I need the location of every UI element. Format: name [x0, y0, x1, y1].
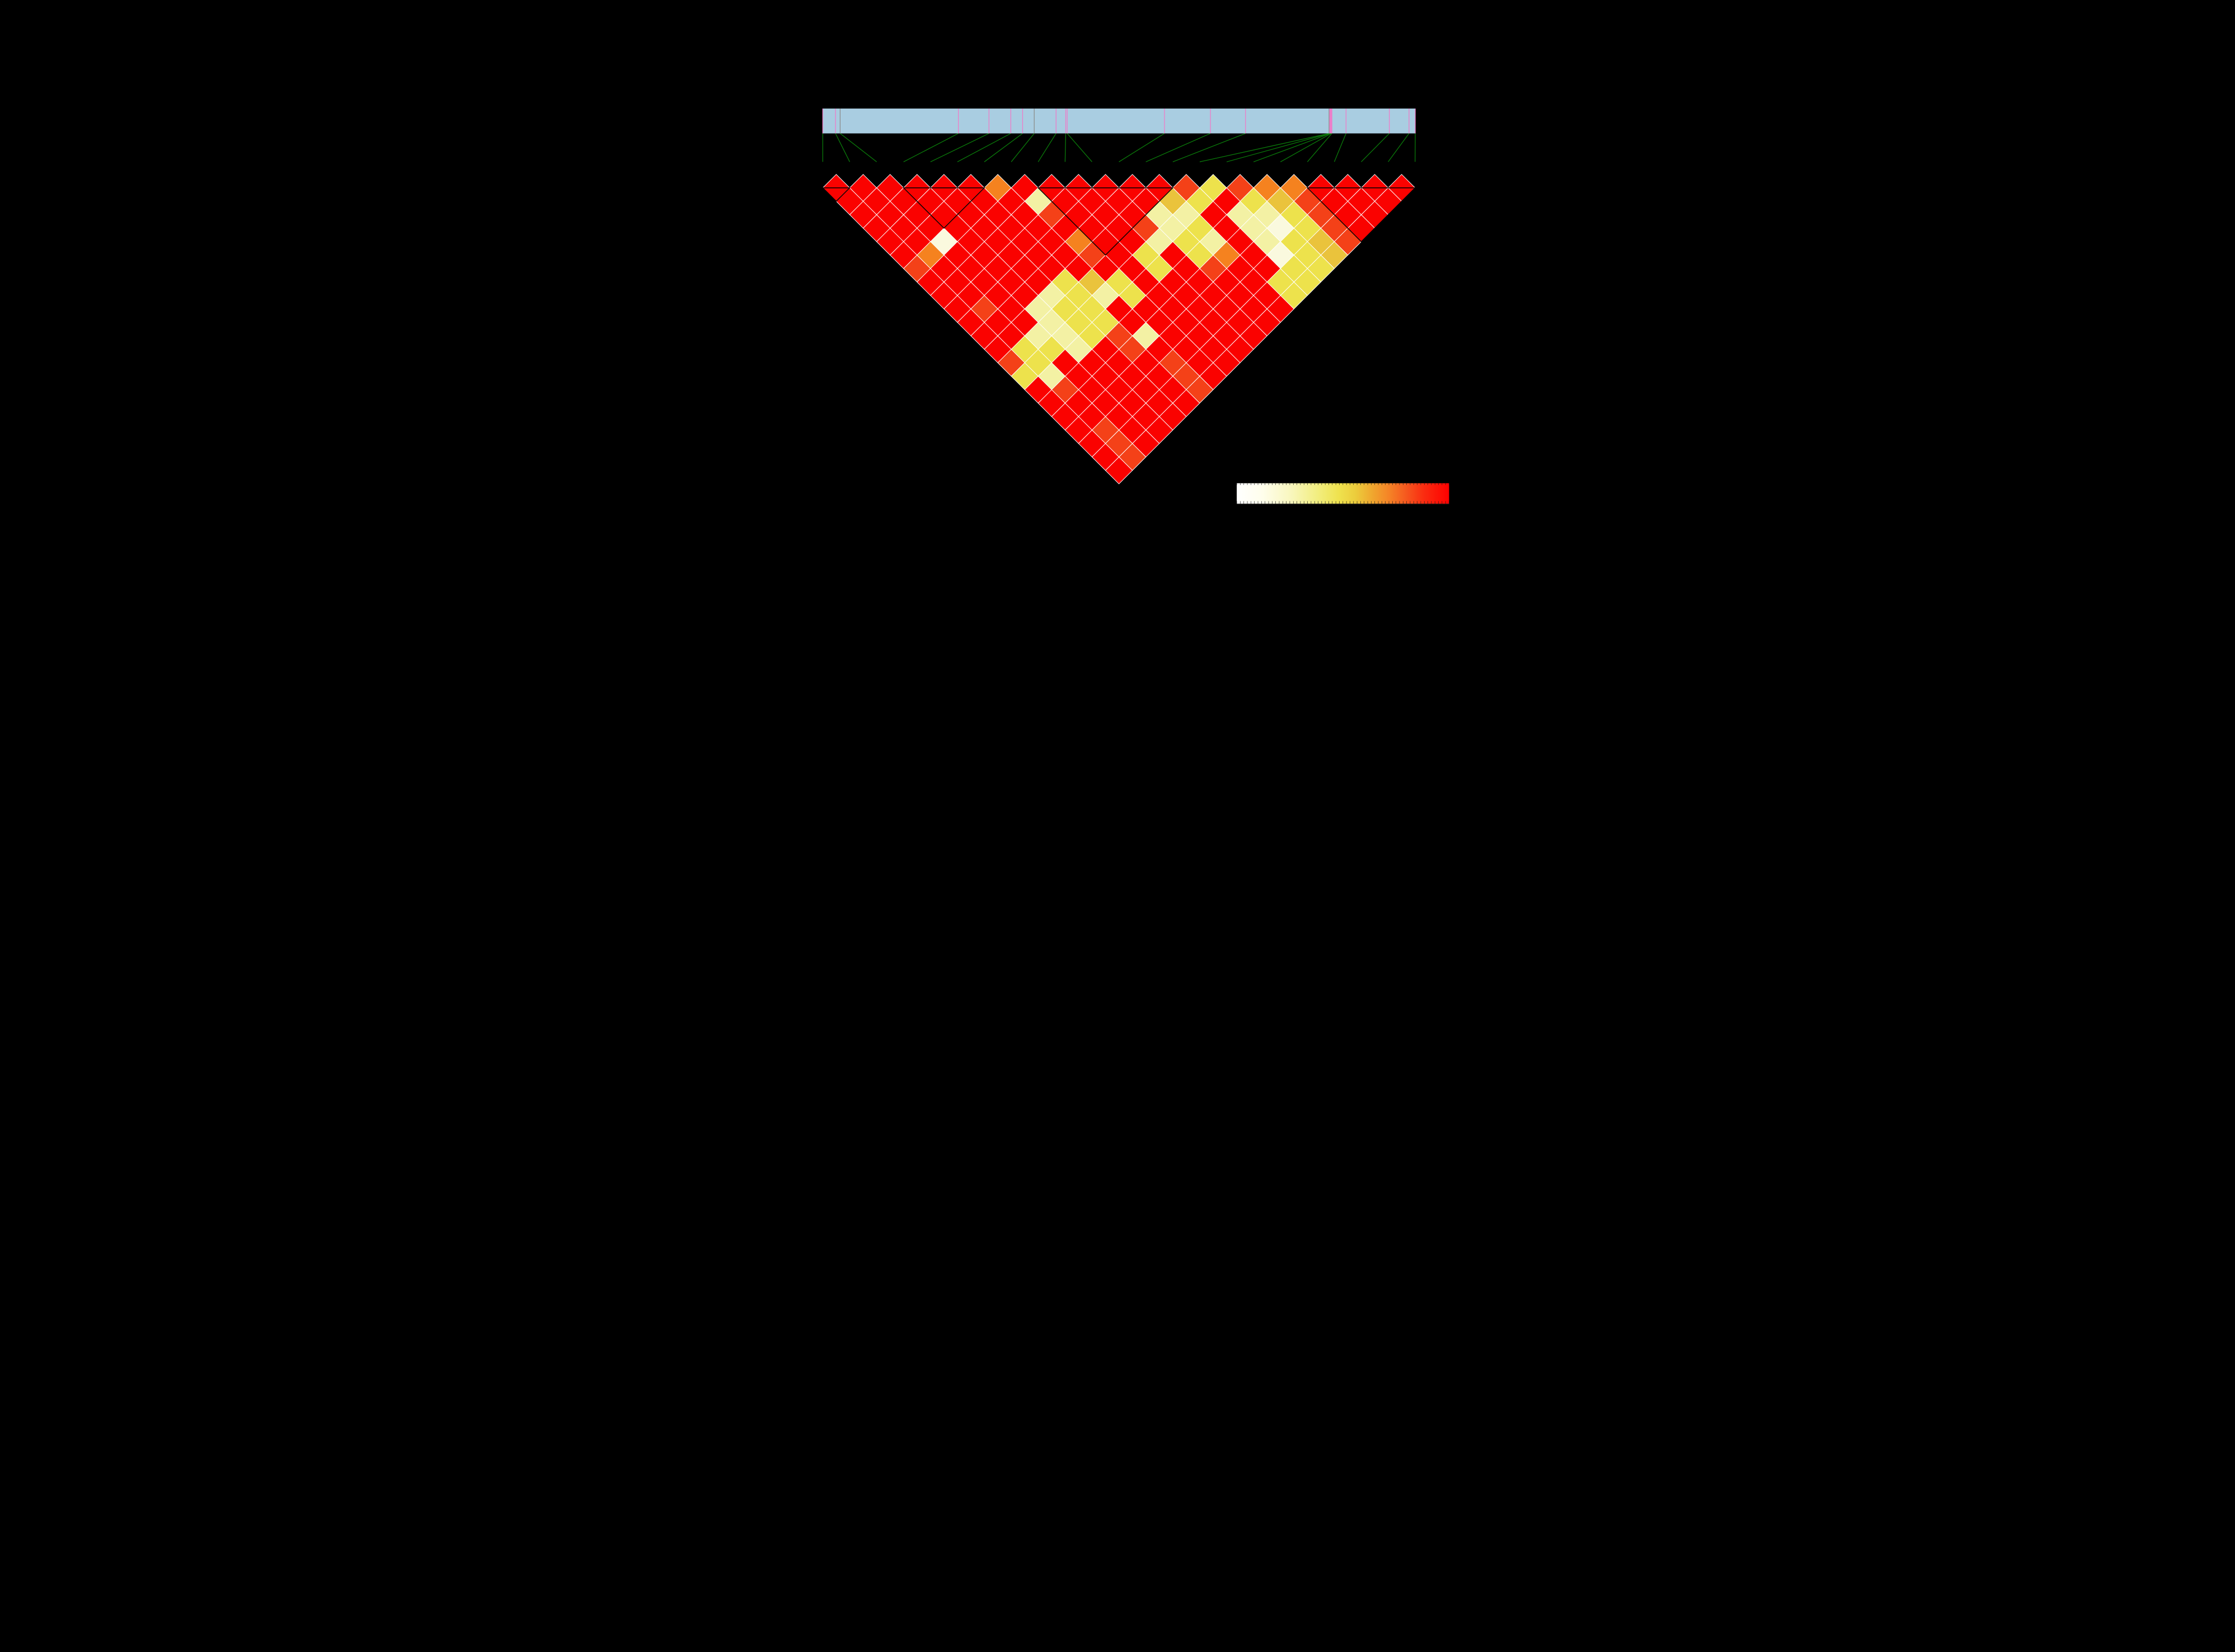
snp-connector-line [1307, 133, 1332, 162]
haplotype-block-outline [1306, 187, 1416, 242]
ld-heatmap-canvas [760, 0, 1475, 528]
haplotype-block-outline [902, 187, 985, 229]
snp-connector-line [839, 133, 877, 162]
snp-connector-line [984, 133, 1023, 162]
snp-connector-line [1118, 133, 1165, 162]
color-key [1236, 483, 1449, 505]
ld-cell [1105, 456, 1133, 484]
snp-connector-line [834, 133, 850, 162]
ld-heatmap-figure [760, 0, 1475, 528]
ld-matrix-cells [822, 174, 1415, 484]
genomic-region-bar [822, 109, 1416, 134]
snp-connector-line [1280, 133, 1331, 162]
genomic-bar-rect [822, 109, 1415, 134]
haplotype-block-outline [821, 187, 851, 202]
snp-connector-line [957, 133, 1011, 162]
snp-connector-line [1226, 133, 1330, 162]
snp-connector-lines [822, 133, 1416, 162]
snp-connector-line [1172, 133, 1246, 162]
snp-connector-line [1145, 133, 1210, 162]
snp-connector-line [1334, 133, 1346, 162]
snp-connector-line [930, 133, 989, 162]
snp-connector-line [1067, 133, 1092, 162]
color-key-bar [1236, 483, 1449, 504]
haplotype-block-outlines [821, 187, 1416, 256]
snp-connector-line [1011, 133, 1035, 162]
snp-connector-line [1199, 133, 1329, 162]
snp-connector-line [1037, 133, 1057, 162]
snp-connector-line [1360, 133, 1389, 162]
snp-connector-line [903, 133, 959, 162]
haplotype-block-outline [1037, 187, 1174, 256]
snp-connector-line [1253, 133, 1331, 162]
snp-connector-line [1387, 133, 1409, 162]
